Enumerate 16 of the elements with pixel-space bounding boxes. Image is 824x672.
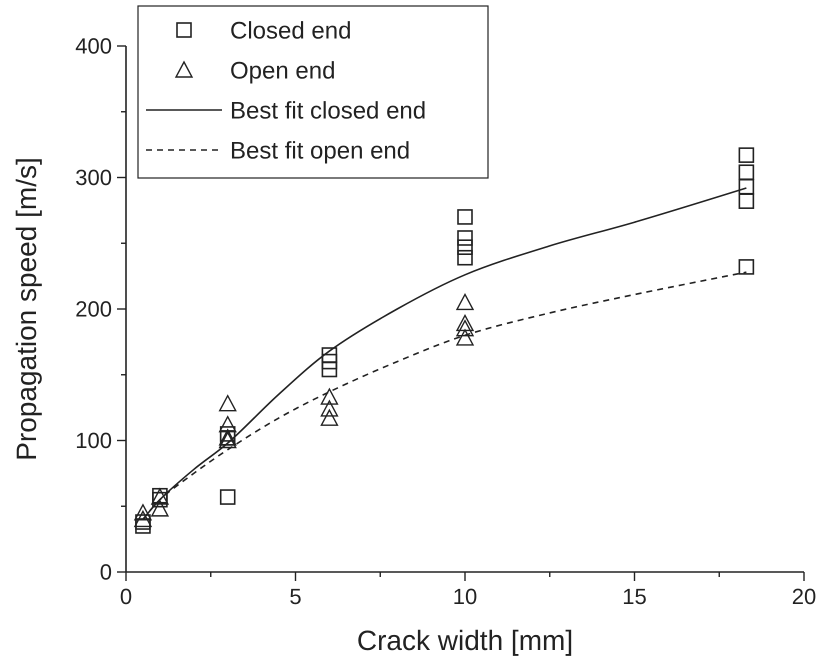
x-tick-label: 0 — [120, 584, 132, 609]
x-axis-title: Crack width [mm] — [356, 625, 574, 656]
legend-label: Best fit open end — [230, 137, 410, 164]
y-tick-label: 0 — [100, 560, 112, 585]
legend-label: Best fit closed end — [230, 97, 426, 124]
y-tick-label: 400 — [75, 34, 112, 59]
x-tick-label: 15 — [622, 584, 647, 609]
y-tick-label: 100 — [75, 428, 112, 454]
y-tick-label: 200 — [75, 296, 112, 322]
x-tick-label: 5 — [289, 584, 302, 609]
y-tick-label: 300 — [75, 165, 112, 190]
x-tick-label: 20 — [792, 584, 816, 609]
y-axis-title: Propagation speed [m/s] — [11, 157, 42, 461]
legend-label: Closed end — [230, 17, 352, 44]
x-tick-label: 10 — [452, 584, 478, 609]
legend-label: Open end — [230, 57, 336, 84]
